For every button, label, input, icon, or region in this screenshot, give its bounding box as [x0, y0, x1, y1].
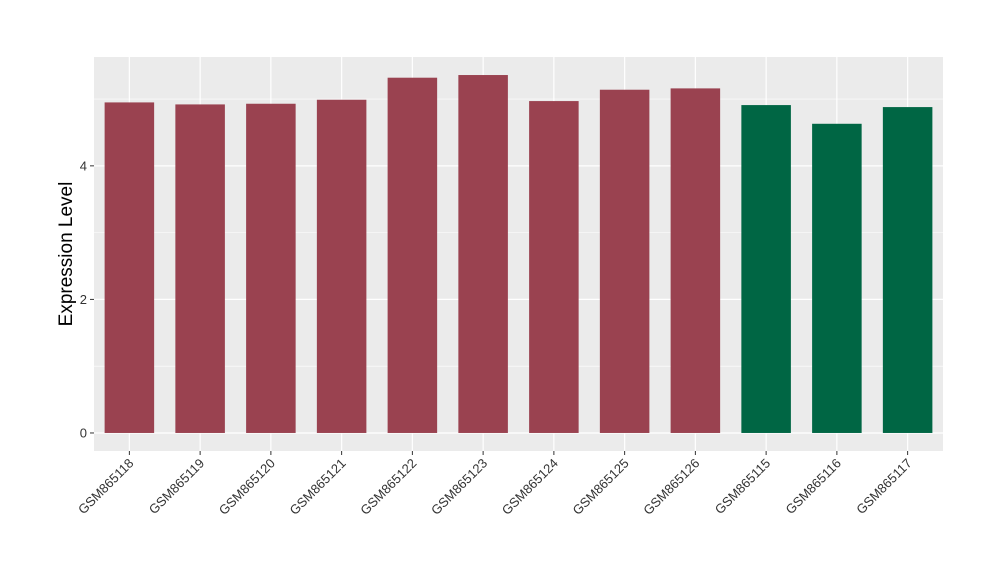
- x-tick-label: GSM865125: [570, 456, 632, 518]
- x-tick-label: GSM865116: [782, 456, 844, 518]
- y-tick-label: 0: [80, 425, 87, 440]
- plot-panel: [94, 57, 943, 451]
- bar-GSM865124: [529, 101, 579, 433]
- x-tick-label: GSM865123: [428, 456, 490, 518]
- bar-GSM865116: [812, 123, 862, 433]
- y-tick-label: 4: [80, 158, 87, 173]
- y-axis-title: Expression Level: [56, 182, 77, 327]
- bar-GSM865121: [316, 99, 367, 433]
- bar-GSM865115: [741, 105, 791, 433]
- x-tick-label: GSM865118: [75, 456, 137, 518]
- bar-GSM865120: [246, 103, 296, 433]
- x-tick-label: GSM865117: [853, 456, 915, 518]
- y-tick-label: 2: [80, 292, 87, 307]
- x-axis: GSM865118 GSM865119 GSM865120 GSM865121 GSM8…: [75, 451, 915, 518]
- x-tick-label: GSM865120: [216, 456, 278, 518]
- x-tick-label: GSM865121: [287, 456, 349, 518]
- bar-GSM865126: [670, 88, 721, 433]
- x-tick-label: GSM865124: [499, 456, 561, 518]
- x-tick-label: GSM865119: [146, 456, 208, 518]
- bar-GSM865118: [104, 102, 155, 433]
- bar-GSM865123: [458, 75, 508, 433]
- x-tick-label: GSM865126: [640, 456, 702, 518]
- bar-GSM865125: [599, 89, 650, 433]
- bar-GSM865122: [387, 77, 438, 433]
- x-tick-label: GSM865122: [357, 456, 419, 518]
- bar-GSM865119: [175, 104, 225, 433]
- bar-GSM865117: [882, 107, 933, 433]
- y-axis: 0 2 4: [80, 158, 94, 440]
- bars: [104, 75, 933, 433]
- x-tick-label: GSM865115: [712, 456, 774, 518]
